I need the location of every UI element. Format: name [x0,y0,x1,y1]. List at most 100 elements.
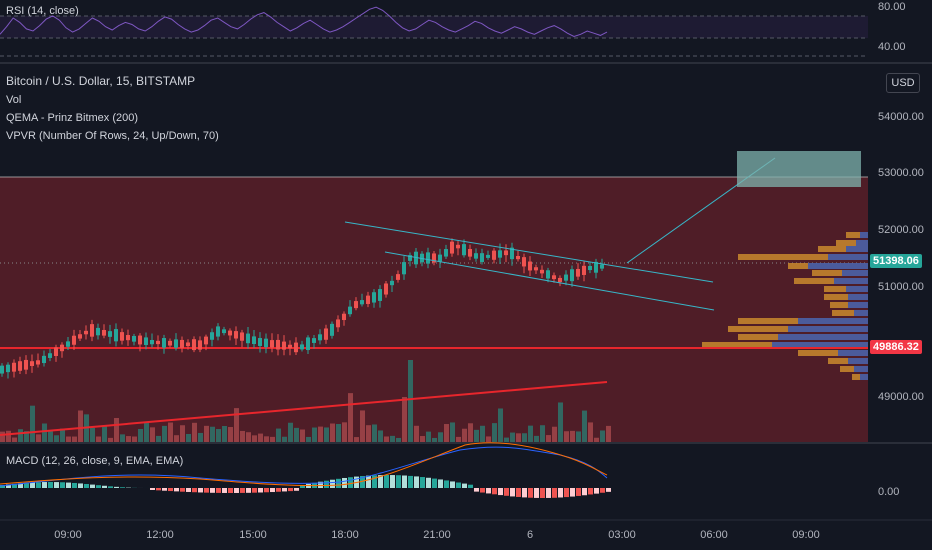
macd-histogram-bar [36,482,41,488]
volume-bar [246,432,251,442]
volume-bar [498,408,503,442]
macd-histogram-bar [594,488,599,494]
volume-bar [342,422,347,442]
candle-body [516,256,520,260]
vpvr-legend[interactable]: VPVR (Number Of Rows, 24, Up/Down, 70) [6,130,219,142]
volume-bar [516,433,521,442]
candle-body [276,339,280,350]
vol-legend[interactable]: Vol [6,94,22,106]
macd-histogram-bar [456,482,461,488]
volume-bar [6,430,11,442]
macd-histogram-bar [108,486,113,488]
volume-bars [0,360,611,442]
volume-bar [132,436,137,442]
macd-histogram-bar [156,488,161,491]
time-tick: 6 [527,529,533,541]
volume-bar [528,425,533,442]
macd-histogram-bar [30,482,35,488]
candle-body [438,254,442,262]
candle-body [330,323,334,336]
macd-histogram-bar [120,487,125,488]
macd-histogram-bar [504,488,509,496]
volume-bar [102,426,107,442]
volume-bar [372,424,377,442]
macd-histogram-bar [570,488,575,497]
macd-histogram-bar [300,485,305,488]
price-tick-53000: 53000.00 [878,167,924,179]
candle-body [132,335,136,342]
macd-legend[interactable]: MACD (12, 26, close, 9, EMA, EMA) [6,455,184,467]
candle-body [198,340,202,350]
volume-bar [606,425,611,442]
macd-histogram-bar [522,488,527,498]
volume-bar [66,436,71,442]
vpvr-down-bar [828,358,848,364]
volume-bar [78,410,83,442]
volume-bar [48,431,53,442]
volume-bar [378,430,383,442]
candle-body [432,253,436,263]
candle-body [30,361,34,366]
volume-bar [414,425,419,442]
volume-bar [402,397,407,442]
vpvr-down-bar [728,326,788,332]
candle-body [282,341,286,350]
candle-body [12,362,16,372]
symbol-title[interactable]: Bitcoin / U.S. Dollar, 15, BITSTAMP [6,74,196,88]
macd-histogram-bar [48,482,53,488]
volume-bar [120,434,125,442]
volume-bar [174,435,179,442]
candle-body [498,250,502,258]
volume-bar [522,433,527,442]
macd-histogram-bar [60,482,65,488]
vpvr-up-bar [848,302,868,308]
macd-histogram-bar [324,480,329,488]
channel-lower-line [384,251,715,311]
volume-bar [222,425,227,442]
price-tick-52000: 52000.00 [878,224,924,236]
vpvr-down-bar [832,310,854,316]
macd-histogram-bar [18,483,23,488]
time-tick: 15:00 [239,529,267,541]
volume-bar [18,429,23,442]
candle-body [54,347,58,356]
macd-histogram-bar [24,482,29,488]
volume-bar [396,437,401,442]
volume-bar [180,425,185,442]
macd-histogram-bar [336,478,341,488]
volume-bar [252,435,257,442]
volume-bar [288,422,293,442]
vpvr-up-bar [848,358,868,364]
candle-body [72,335,76,345]
vpvr-down-bar [846,232,860,238]
signal-line [0,442,608,487]
volume-bar [534,435,539,442]
candle-body [138,335,142,345]
vpvr-down-bar [738,334,778,340]
volume-bar [156,435,161,442]
macd-histogram-bar [90,484,95,488]
volume-bar [330,423,335,442]
candle-body [378,289,382,301]
vpvr-up-bar [860,232,868,238]
vpvr-up-bar [834,278,868,284]
macd-histogram-bar [186,488,191,492]
volume-bar [552,426,557,442]
candle-body [510,247,514,260]
vpvr-down-bar [702,342,772,348]
macd-histogram-bar [414,476,419,488]
candle-body [6,364,10,373]
vpvr-down-bar [798,350,838,356]
macd-histogram-bar [372,475,377,488]
rsi-legend[interactable]: RSI (14, close) [6,5,79,17]
currency-button[interactable]: USD [886,73,920,93]
qema-legend[interactable]: QEMA - Prinz Bitmex (200) [6,112,139,124]
macd-histogram-bar [174,488,179,492]
volume-bar [270,436,275,442]
macd-histogram-bar [96,485,101,488]
macd-histogram-bar [84,483,89,488]
volume-bar [150,427,155,442]
volume-bar [204,425,209,442]
candle-body [594,261,598,273]
candle-body [564,274,568,281]
